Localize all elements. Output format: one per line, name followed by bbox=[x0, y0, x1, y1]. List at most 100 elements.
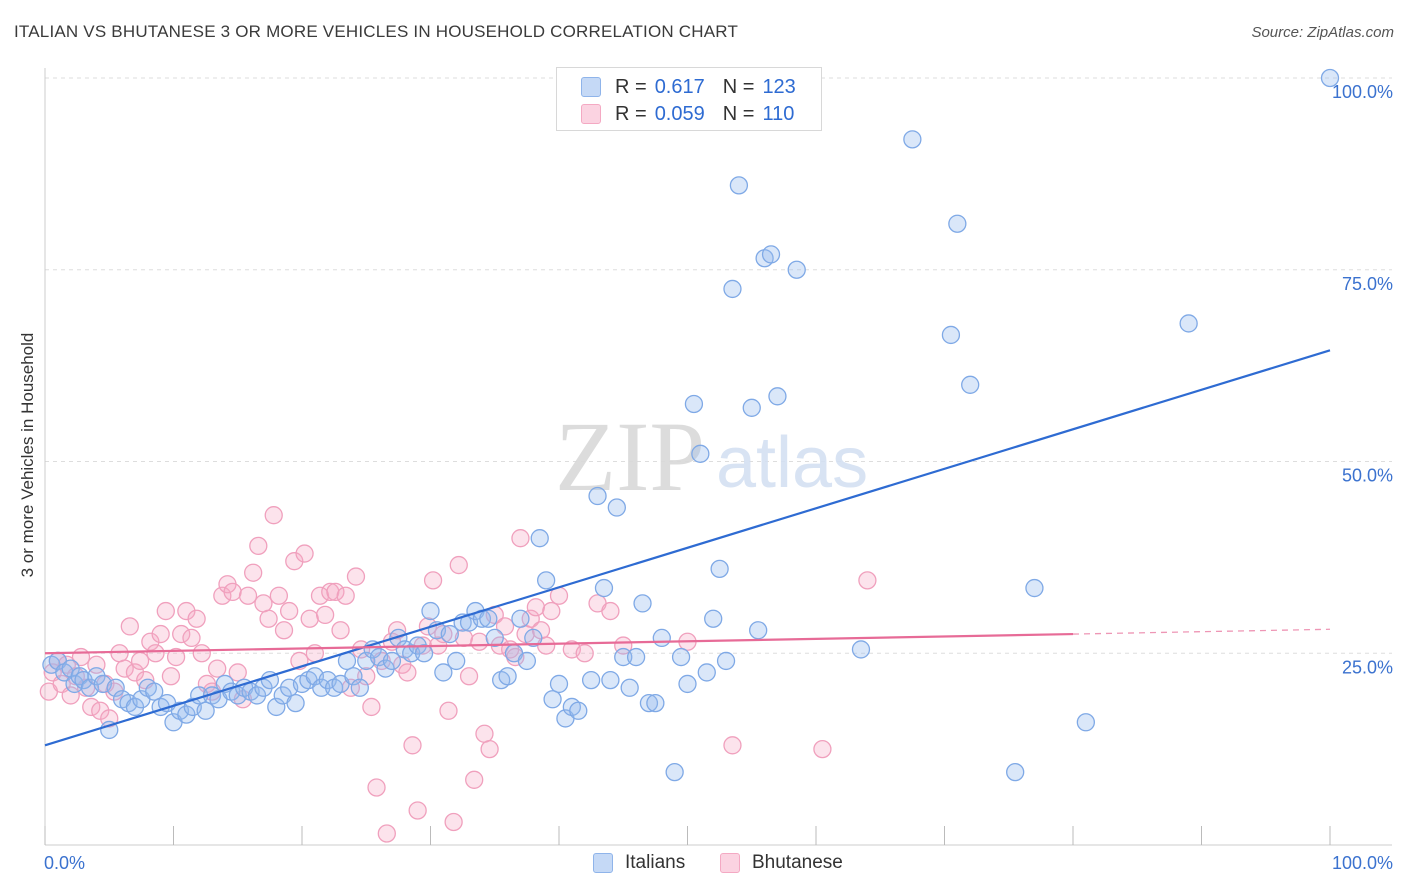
bottom-legend-label-italians: Italians bbox=[625, 852, 686, 873]
y-tick-label: 100.0% bbox=[1332, 82, 1393, 102]
series-italians-points bbox=[42, 68, 1340, 782]
point-italians bbox=[961, 375, 980, 394]
point-italians bbox=[691, 444, 710, 463]
point-bhutanese bbox=[362, 697, 381, 717]
point-bhutanese bbox=[213, 586, 232, 605]
point-italians bbox=[1179, 314, 1198, 333]
point-bhutanese bbox=[526, 598, 546, 617]
point-italians bbox=[350, 678, 369, 697]
point-bhutanese bbox=[182, 628, 201, 648]
legend-r-label: R = bbox=[615, 75, 647, 98]
point-bhutanese bbox=[254, 594, 273, 613]
point-bhutanese bbox=[367, 778, 386, 797]
point-bhutanese bbox=[346, 567, 366, 586]
point-bhutanese bbox=[336, 586, 355, 605]
point-italians bbox=[581, 670, 601, 690]
point-italians bbox=[697, 663, 716, 682]
point-bhutanese bbox=[542, 601, 561, 621]
point-italians bbox=[106, 678, 125, 697]
point-italians bbox=[537, 571, 556, 590]
point-bhutanese bbox=[161, 667, 181, 686]
point-italians bbox=[710, 559, 729, 579]
point-italians bbox=[549, 674, 569, 694]
point-bhutanese bbox=[274, 621, 294, 640]
point-bhutanese bbox=[238, 586, 258, 605]
point-bhutanese bbox=[208, 659, 227, 678]
point-bhutanese bbox=[398, 663, 417, 682]
point-italians bbox=[742, 398, 761, 417]
point-bhutanese bbox=[130, 651, 150, 671]
point-bhutanese bbox=[521, 609, 540, 628]
point-bhutanese bbox=[315, 605, 335, 625]
point-italians bbox=[851, 640, 871, 659]
legend-r-value-bhutanese: 0.059 bbox=[654, 102, 705, 125]
point-italians bbox=[646, 693, 665, 713]
point-italians bbox=[286, 693, 305, 713]
point-italians bbox=[723, 279, 742, 299]
y-axis-label: 3 or more Vehicles in Household bbox=[18, 332, 37, 578]
legend-swatch-bhutanese bbox=[581, 104, 601, 124]
point-bhutanese bbox=[475, 724, 494, 743]
point-italians bbox=[530, 529, 549, 548]
point-bhutanese bbox=[459, 667, 479, 686]
point-bhutanese bbox=[601, 601, 620, 621]
point-bhutanese bbox=[249, 536, 268, 556]
trend-line-bhutanese bbox=[44, 632, 1074, 655]
point-italians bbox=[382, 651, 402, 671]
point-bhutanese bbox=[326, 582, 345, 602]
point-bhutanese bbox=[723, 736, 742, 755]
point-bhutanese bbox=[172, 624, 191, 644]
bottom-legend-italians: Italians bbox=[593, 852, 685, 874]
point-italians bbox=[787, 260, 806, 279]
point-italians bbox=[614, 647, 633, 667]
point-bhutanese bbox=[465, 770, 484, 789]
bottom-legend-label-bhutanese: Bhutanese bbox=[752, 852, 843, 873]
point-italians bbox=[633, 594, 652, 613]
axes bbox=[44, 68, 1392, 846]
point-bhutanese bbox=[511, 529, 530, 548]
legend-row-italians: R = 0.617 N = 123 bbox=[581, 74, 796, 100]
point-italians bbox=[626, 647, 646, 667]
point-italians bbox=[511, 609, 530, 628]
point-italians bbox=[665, 762, 684, 782]
point-bhutanese bbox=[858, 571, 877, 590]
point-italians bbox=[414, 644, 434, 663]
point-bhutanese bbox=[408, 801, 427, 820]
point-bhutanese bbox=[439, 701, 458, 720]
point-bhutanese bbox=[470, 632, 489, 651]
point-bhutanese bbox=[813, 739, 832, 759]
point-italians bbox=[421, 601, 440, 621]
point-italians bbox=[569, 701, 588, 720]
point-bhutanese bbox=[480, 739, 499, 759]
legend-row-bhutanese: R = 0.059 N = 110 bbox=[581, 101, 794, 127]
legend-n-label: N = bbox=[722, 75, 755, 98]
point-italians bbox=[601, 670, 620, 690]
bottom-legend-bhutanese: Bhutanese bbox=[720, 852, 843, 874]
point-bhutanese bbox=[444, 812, 463, 832]
point-bhutanese bbox=[403, 736, 422, 755]
point-bhutanese bbox=[192, 644, 211, 663]
point-italians bbox=[749, 621, 768, 640]
grid-lines bbox=[45, 77, 1392, 654]
point-bhutanese bbox=[110, 644, 129, 663]
point-italians bbox=[267, 697, 286, 717]
point-italians bbox=[652, 628, 671, 648]
point-bhutanese bbox=[269, 586, 289, 605]
point-italians bbox=[479, 609, 498, 628]
trend-line-italians bbox=[44, 349, 1331, 747]
chart-source: Source: ZipAtlas.com bbox=[1251, 24, 1394, 41]
point-italians bbox=[196, 701, 215, 720]
point-italians bbox=[607, 498, 626, 517]
trend-lines bbox=[44, 349, 1331, 747]
point-italians bbox=[434, 663, 453, 682]
y-tick-label: 50.0% bbox=[1342, 466, 1393, 486]
tick-labels: 25.0% 50.0% 75.0% 100.0% 0.0% 100.0% bbox=[44, 82, 1393, 873]
trend-line-bhutanese-extension bbox=[1072, 628, 1331, 635]
point-italians bbox=[1320, 68, 1340, 88]
series-bhutanese-points bbox=[39, 506, 877, 843]
point-italians bbox=[1025, 578, 1044, 598]
point-italians bbox=[344, 667, 363, 686]
point-italians bbox=[145, 682, 164, 701]
legend-r-label: R = bbox=[615, 102, 647, 125]
point-bhutanese bbox=[264, 506, 283, 525]
